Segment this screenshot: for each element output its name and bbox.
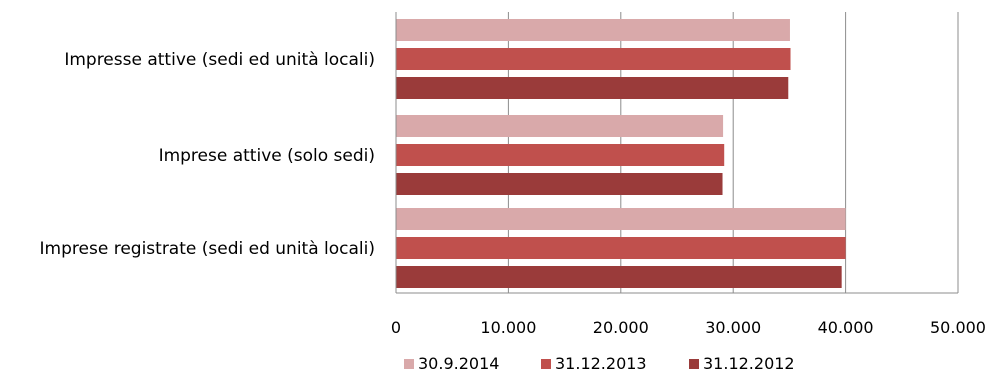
bar <box>396 77 789 99</box>
category-labels: Impresse attive (sedi ed unità locali) Im… <box>40 50 375 259</box>
bar <box>396 19 790 41</box>
x-tick-label: 20.000 <box>593 318 649 337</box>
bar <box>396 208 846 230</box>
legend: 30.9.2014 31.12.2013 31.12.2012 <box>404 354 795 373</box>
legend-swatch <box>541 359 551 369</box>
legend-label: 30.9.2014 <box>418 354 499 373</box>
category-label: Impresse attive (sedi ed unità locali) <box>64 50 375 70</box>
bar <box>396 144 725 166</box>
legend-swatch <box>404 359 414 369</box>
legend-label: 31.12.2012 <box>703 354 795 373</box>
x-tick-label: 40.000 <box>818 318 874 337</box>
bar <box>396 266 842 288</box>
bar <box>396 237 846 259</box>
bars <box>396 19 846 288</box>
bar <box>396 48 791 70</box>
x-tick-label: 10.000 <box>480 318 536 337</box>
x-tick-labels: 0 10.000 20.000 30.000 40.000 50.000 <box>391 318 986 337</box>
x-tick-label: 50.000 <box>930 318 986 337</box>
bar <box>396 115 724 137</box>
x-tick-label: 0 <box>391 318 401 337</box>
axis-lines <box>395 12 958 294</box>
category-label: Imprese registrate (sedi ed unità locali… <box>40 239 375 259</box>
legend-label: 31.12.2013 <box>555 354 647 373</box>
legend-swatch <box>689 359 699 369</box>
bar <box>396 173 723 195</box>
x-tick-label: 30.000 <box>705 318 761 337</box>
category-label: Imprese attive (solo sedi) <box>159 146 375 166</box>
